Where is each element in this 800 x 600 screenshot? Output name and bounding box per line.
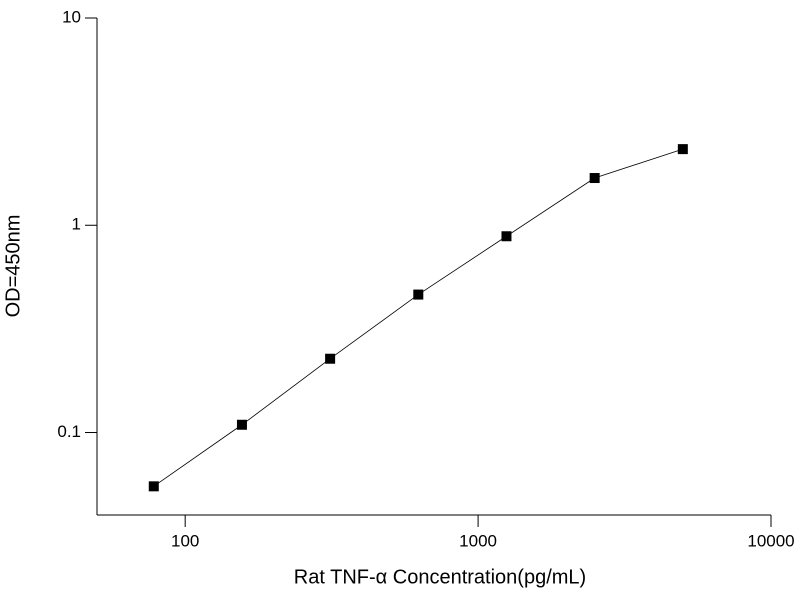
data-point <box>677 144 688 155</box>
data-point <box>501 231 512 242</box>
data-point <box>413 289 424 300</box>
y-tick-label: 0.1 <box>57 422 81 441</box>
data-point <box>589 173 600 184</box>
x-tick-label: 100 <box>171 531 199 550</box>
data-point <box>236 419 247 430</box>
y-axis-label: OD=450nm <box>2 215 24 318</box>
y-tick-label: 1 <box>72 215 81 234</box>
series-line <box>153 148 683 487</box>
x-tick-label: 10000 <box>747 531 794 550</box>
x-tick-label: 1000 <box>459 531 497 550</box>
x-axis-label: Rat TNF-α Concentration(pg/mL) <box>294 566 586 588</box>
y-tick-label: 10 <box>62 7 81 26</box>
data-point <box>325 353 336 364</box>
data-point <box>148 481 159 492</box>
